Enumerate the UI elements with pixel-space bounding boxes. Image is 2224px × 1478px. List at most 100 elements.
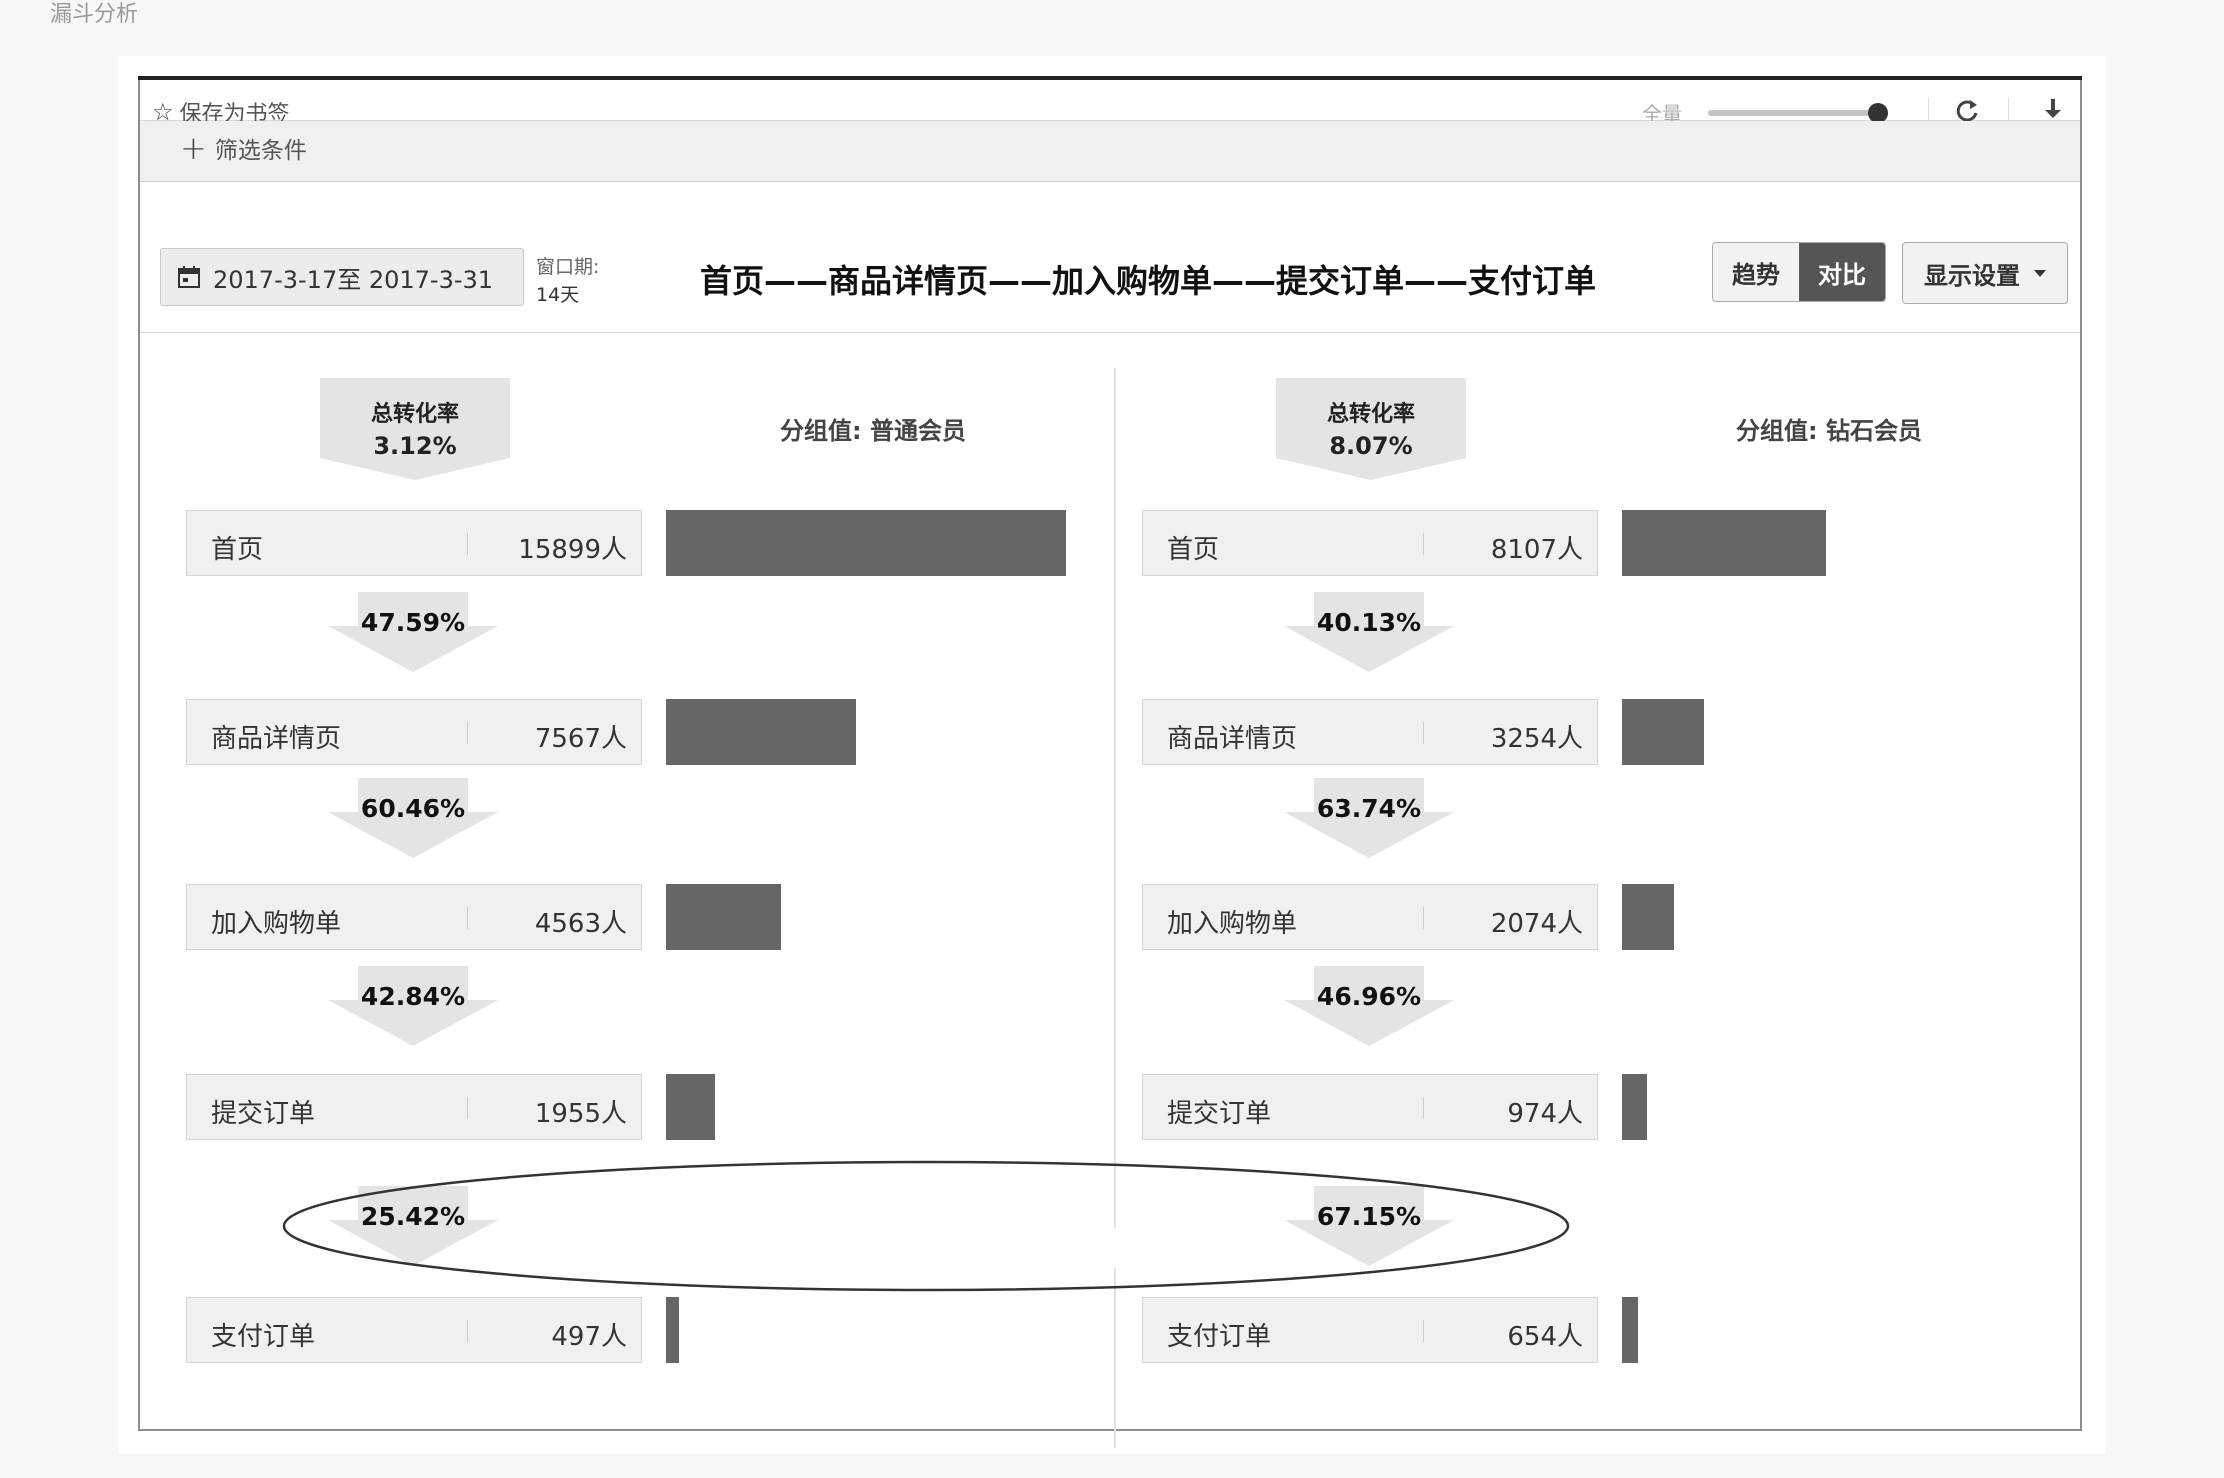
funnel-steps-title: 首页——商品详情页——加入购物单——提交订单——支付订单 <box>700 262 1597 300</box>
funnel-step-separator <box>467 1320 468 1342</box>
step-conversion-rate: 60.46% <box>360 794 466 823</box>
panel-divider <box>1114 368 1116 1228</box>
funnel-step-row[interactable]: 首页 8107人 <box>1142 510 1598 576</box>
funnel-step-count: 1955人 <box>534 1099 627 1129</box>
funnel-step-separator <box>1423 1097 1424 1119</box>
funnel-step-row[interactable]: 加入购物单 4563人 <box>186 884 642 950</box>
funnel-step-name: 首页 <box>1167 535 1220 565</box>
calendar-icon <box>178 266 200 288</box>
funnel-step-separator <box>467 533 468 555</box>
star-icon: ☆ <box>152 98 174 126</box>
funnel-bar <box>1622 510 1826 576</box>
funnel-step-count: 3254人 <box>1490 724 1583 754</box>
funnel-bar <box>666 699 856 765</box>
display-settings-dropdown[interactable]: 显示设置 <box>1902 242 2068 304</box>
funnel-step-count: 2074人 <box>1490 909 1583 939</box>
filter-bar: + 筛选条件 <box>140 121 2080 182</box>
display-settings-label: 显示设置 <box>1924 261 2020 290</box>
funnel-step-separator <box>467 907 468 929</box>
funnel-step-row[interactable]: 提交订单 1955人 <box>186 1074 642 1140</box>
funnel-step-name: 提交订单 <box>1167 1099 1272 1129</box>
funnel-bar <box>1622 699 1704 765</box>
funnel-bar <box>1622 884 1674 950</box>
toolbar-divider <box>1928 98 1929 128</box>
funnel-controls: 2017-3-17至 2017-3-31 窗口期: 14天 首页——商品详情页—… <box>140 182 2080 333</box>
view-mode-toggle: 趋势 对比 <box>1712 242 1886 302</box>
funnel-bar <box>1622 1074 1647 1140</box>
add-filter-button[interactable]: + 筛选条件 <box>180 131 307 165</box>
trend-view-button[interactable]: 趋势 <box>1713 243 1799 301</box>
funnel-step-row[interactable]: 支付订单 497人 <box>186 1297 642 1363</box>
window-period-value: 14天 <box>536 284 580 306</box>
step-conversion-arrow: 25.42% <box>328 1186 498 1266</box>
total-conversion-label: 总转化率 <box>1326 402 1415 427</box>
funnel-step-separator <box>467 722 468 744</box>
step-conversion-rate: 42.84% <box>360 982 466 1011</box>
funnel-step-name: 支付订单 <box>1167 1322 1272 1352</box>
funnel-step-name: 商品详情页 <box>211 724 342 754</box>
chevron-down-icon <box>2034 269 2046 277</box>
funnel-step-name: 加入购物单 <box>1167 909 1298 939</box>
sample-slider[interactable] <box>1708 103 1888 123</box>
funnel-step-separator <box>1423 533 1424 555</box>
funnel-step-count: 497人 <box>551 1322 627 1352</box>
date-range-picker[interactable]: 2017-3-17至 2017-3-31 <box>160 248 524 306</box>
plus-icon: + <box>180 129 207 167</box>
funnel-step-row[interactable]: 首页 15899人 <box>186 510 642 576</box>
funnel-panel-regular: 总转化率 3.12% 分组值: 普通会员 首页 15899人 商品详情页 7567人 加入购物… <box>140 78 1100 1433</box>
step-conversion-arrow: 42.84% <box>328 966 498 1046</box>
add-filter-label: 筛选条件 <box>214 138 307 164</box>
funnel-step-count: 974人 <box>1507 1099 1583 1129</box>
page-caption: 漏斗分析 <box>50 2 139 27</box>
funnel-panel-diamond: 总转化率 8.07% 分组值: 钻石会员首页 8107人商品详情页 3254人加入购物单… <box>1096 78 2056 1433</box>
funnel-step-count: 654人 <box>1507 1322 1583 1352</box>
funnel-step-name: 提交订单 <box>211 1099 316 1129</box>
window-period-label: 窗口期: <box>536 256 600 278</box>
toolbar-divider <box>2008 98 2009 128</box>
funnel-bar <box>666 884 781 950</box>
step-conversion-arrow: 60.46% <box>328 778 498 858</box>
funnel-step-row[interactable]: 提交订单 974人 <box>1142 1074 1598 1140</box>
total-conversion-value: 8.07% <box>1329 432 1413 460</box>
group-value-label: 分组值: 钻石会员 <box>1736 417 1922 445</box>
highlight-ellipse <box>282 1160 1570 1292</box>
funnel-bar <box>666 1074 715 1140</box>
total-conversion-label: 总转化率 <box>370 402 459 427</box>
compare-view-button[interactable]: 对比 <box>1799 243 1885 301</box>
funnel-step-separator <box>467 1097 468 1119</box>
funnel-step-row[interactable]: 商品详情页 7567人 <box>186 699 642 765</box>
funnel-step-separator <box>1423 722 1424 744</box>
funnel-step-row[interactable]: 加入购物单 2074人 <box>1142 884 1598 950</box>
total-conversion-value: 3.12% <box>373 432 457 460</box>
step-conversion-arrow: 63.74% <box>1284 778 1454 858</box>
funnel-bar <box>666 510 1066 576</box>
funnel-step-name: 加入购物单 <box>211 909 342 939</box>
step-conversion-rate: 40.13% <box>1316 608 1422 637</box>
step-conversion-arrow: 40.13% <box>1284 592 1454 672</box>
step-conversion-rate: 46.96% <box>1316 982 1422 1011</box>
funnel-step-count: 8107人 <box>1490 535 1583 565</box>
refresh-button[interactable] <box>1952 96 1982 130</box>
total-conversion-badge: 总转化率 8.07% <box>1276 378 1466 480</box>
group-value-label: 分组值: 普通会员 <box>780 417 966 445</box>
step-conversion-arrow: 67.15% <box>1284 1186 1454 1266</box>
sample-slider-handle[interactable] <box>1868 103 1888 123</box>
step-conversion-rate: 67.15% <box>1316 1202 1422 1231</box>
funnel-step-row[interactable]: 支付订单 654人 <box>1142 1297 1598 1363</box>
funnel-bar <box>1622 1297 1638 1363</box>
funnel-step-row[interactable]: 商品详情页 3254人 <box>1142 699 1598 765</box>
funnel-step-name: 商品详情页 <box>1167 724 1298 754</box>
step-conversion-rate: 25.42% <box>360 1202 466 1231</box>
sample-slider-fill <box>1708 110 1878 116</box>
refresh-icon <box>1956 100 1978 122</box>
panel-divider <box>1114 1268 1116 1448</box>
funnel-step-name: 支付订单 <box>211 1322 316 1352</box>
step-conversion-arrow: 46.96% <box>1284 966 1454 1046</box>
funnel-step-separator <box>1423 907 1424 929</box>
funnel-bar <box>666 1297 679 1363</box>
funnel-step-name: 首页 <box>211 535 264 565</box>
step-conversion-rate: 63.74% <box>1316 794 1422 823</box>
step-conversion-rate: 47.59% <box>360 608 466 637</box>
total-conversion-badge: 总转化率 3.12% <box>320 378 510 480</box>
funnel-step-count: 4563人 <box>534 909 627 939</box>
